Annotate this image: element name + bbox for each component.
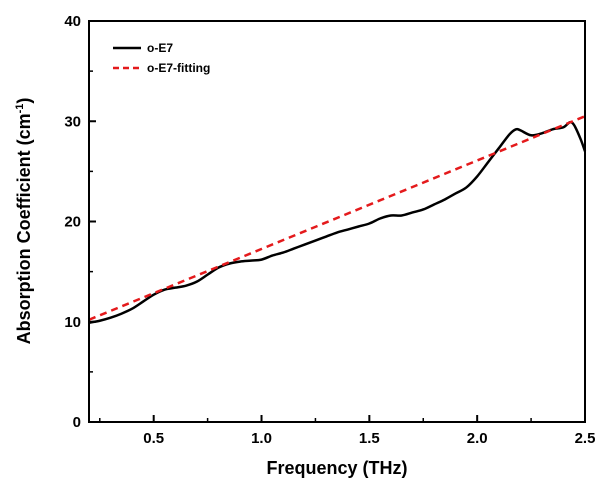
legend: o-E7 o-E7-fitting bbox=[113, 41, 210, 75]
y-axis-title-exponent: -1 bbox=[14, 104, 26, 114]
y-tick-label-40: 40 bbox=[64, 13, 81, 30]
legend-label-o-e7: o-E7 bbox=[147, 41, 173, 55]
x-tick-label-2.5: 2.5 bbox=[575, 430, 595, 447]
series-line-o-e7-fitting bbox=[88, 115, 586, 321]
y-axis-title: Absorption Coefficient (cm-1) bbox=[14, 98, 34, 345]
y-tick-label-30: 30 bbox=[64, 113, 81, 130]
y-tick-label-0: 0 bbox=[73, 414, 81, 431]
x-tick-label-1.5: 1.5 bbox=[359, 430, 380, 447]
y-axis-title-main: Absorption Coefficient (cm bbox=[14, 113, 34, 344]
x-tick-label-1.0: 1.0 bbox=[251, 430, 272, 447]
y-tick-label-20: 20 bbox=[64, 214, 81, 231]
tick-labels: 0.5 1.0 1.5 2.0 2.5 0 10 20 30 40 bbox=[64, 13, 595, 447]
x-axis-title: Frequency (THz) bbox=[266, 458, 407, 478]
series-line-o-e7 bbox=[88, 120, 587, 324]
tick-marks bbox=[89, 20, 586, 423]
y-tick-label-10: 10 bbox=[64, 314, 81, 331]
y-axis-title-close: ) bbox=[14, 98, 34, 104]
plot-frame bbox=[88, 20, 586, 423]
legend-label-o-e7-fitting: o-E7-fitting bbox=[147, 61, 210, 75]
x-tick-label-2.0: 2.0 bbox=[467, 430, 488, 447]
x-tick-label-0.5: 0.5 bbox=[143, 430, 164, 447]
series-layer bbox=[88, 115, 587, 324]
